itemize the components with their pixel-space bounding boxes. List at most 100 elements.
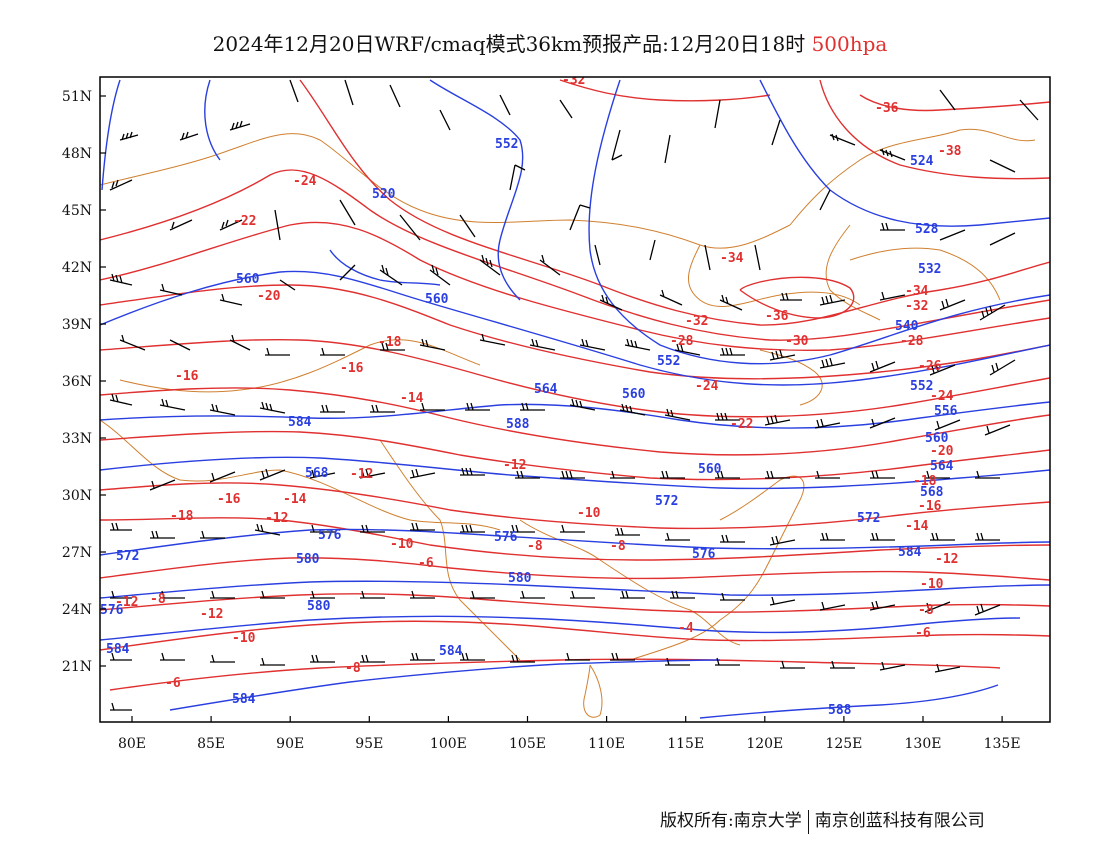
wind-barbs	[109, 79, 1039, 711]
temp-label: -6	[418, 556, 434, 571]
lon-label: 135E	[984, 736, 1021, 752]
lon-label: 80E	[118, 736, 146, 752]
lat-label: 21N	[62, 659, 92, 675]
height-label: 576	[318, 528, 342, 543]
height-label: 576	[692, 547, 716, 562]
temp-label: -16	[175, 369, 199, 384]
temp-label: -36	[875, 101, 899, 116]
height-label: 572	[655, 494, 678, 509]
height-label: 584	[439, 644, 463, 659]
height-label: 572	[116, 549, 139, 564]
temp-label: -16	[918, 499, 942, 514]
temp-label: -14	[283, 492, 307, 507]
height-label: 552	[910, 379, 933, 394]
height-label: 564	[930, 459, 954, 474]
lat-label: 42N	[62, 260, 92, 276]
height-label: 568	[305, 466, 329, 481]
lon-label: 120E	[746, 736, 783, 752]
latitude-labels: 51N 48N 45N 42N 39N 36N 33N 30N 27N 24N 21N	[62, 89, 92, 675]
copyright-owner: 版权所有:南京大学	[660, 811, 802, 831]
height-label: 584	[232, 692, 256, 707]
temp-label: -10	[577, 506, 601, 521]
temp-label: -8	[610, 539, 626, 554]
temp-label: -26	[918, 359, 942, 374]
lon-label: 100E	[430, 736, 467, 752]
lon-label: 95E	[355, 736, 383, 752]
lat-label: 27N	[62, 545, 92, 561]
temperature-contours	[100, 79, 1050, 691]
lon-label: 85E	[197, 736, 225, 752]
height-label: 584	[898, 545, 922, 560]
temp-label: -12	[935, 552, 958, 567]
temp-label: -36	[765, 309, 789, 324]
height-label: 560	[925, 431, 949, 446]
temp-label: -6	[915, 626, 931, 641]
temp-label: -4	[678, 621, 694, 636]
temp-label: -12	[115, 595, 138, 610]
copyright-footer: 版权所有:南京大学 南京创蓝科技有限公司	[660, 806, 985, 834]
height-label: 556	[934, 404, 958, 419]
temp-label: -10	[232, 631, 256, 646]
temp-label: -16	[217, 492, 241, 507]
lon-label: 125E	[825, 736, 862, 752]
height-label: 560	[698, 462, 722, 477]
temp-label: -14	[400, 391, 424, 406]
height-label: 560	[236, 272, 260, 287]
height-label: 588	[828, 703, 852, 718]
lat-label: 51N	[62, 89, 92, 105]
temp-label: -20	[930, 444, 954, 459]
temp-label: -32	[905, 299, 928, 314]
temp-label: -24	[695, 379, 719, 394]
height-label: 580	[508, 571, 532, 586]
footer-divider	[807, 809, 809, 834]
temp-label: -34	[905, 284, 929, 299]
height-label: 528	[915, 222, 939, 237]
temp-label: -8	[918, 603, 934, 618]
height-label: 540	[895, 319, 919, 334]
lon-label: 90E	[276, 736, 304, 752]
temp-label: -8	[527, 539, 543, 554]
temp-label: -38	[938, 144, 962, 159]
temp-label: -22	[233, 214, 256, 229]
temp-label: -18	[913, 474, 937, 489]
temp-label: -22	[730, 417, 753, 432]
lat-label: 30N	[62, 488, 92, 504]
temp-label: -12	[200, 607, 223, 622]
height-label: 584	[106, 642, 130, 657]
temp-label: -18	[170, 509, 194, 524]
height-label: 572	[857, 511, 880, 526]
title-level: 500hpa	[811, 32, 888, 56]
temp-label: -8	[345, 661, 361, 676]
height-label: 576	[494, 530, 518, 545]
height-label: 576	[100, 603, 124, 618]
height-label: 560	[425, 292, 449, 307]
temp-label: -16	[340, 361, 364, 376]
axis-ticks	[100, 95, 1003, 722]
height-label: 552	[495, 137, 518, 152]
lat-label: 48N	[62, 146, 92, 162]
temp-label: -8	[150, 592, 166, 607]
lon-label: 115E	[667, 736, 704, 752]
height-label: 564	[534, 382, 558, 397]
height-label: 552	[657, 354, 680, 369]
temp-label: -24	[930, 389, 954, 404]
height-label: 580	[307, 599, 331, 614]
temp-label: -30	[785, 334, 809, 349]
temp-label: -12	[350, 467, 373, 482]
lat-label: 36N	[62, 374, 92, 390]
height-label: 568	[920, 485, 944, 500]
lat-label: 24N	[62, 602, 92, 618]
temp-label: -10	[390, 537, 414, 552]
height-labels: 552 520 524 528 560 560 532 540 552 552 …	[100, 137, 958, 718]
temp-label: -24	[293, 174, 317, 189]
temp-label: -28	[670, 334, 694, 349]
lon-label: 130E	[905, 736, 942, 752]
temp-label: -28	[900, 334, 924, 349]
temp-label: -32	[562, 73, 585, 88]
temp-label: -14	[905, 519, 929, 534]
temp-label: -10	[920, 577, 944, 592]
temperature-labels: -32 -36 -38 -24 -22 -34 -20 -32 -36 -34 …	[115, 73, 962, 691]
height-label: 520	[372, 187, 396, 202]
height-label: 560	[622, 387, 646, 402]
